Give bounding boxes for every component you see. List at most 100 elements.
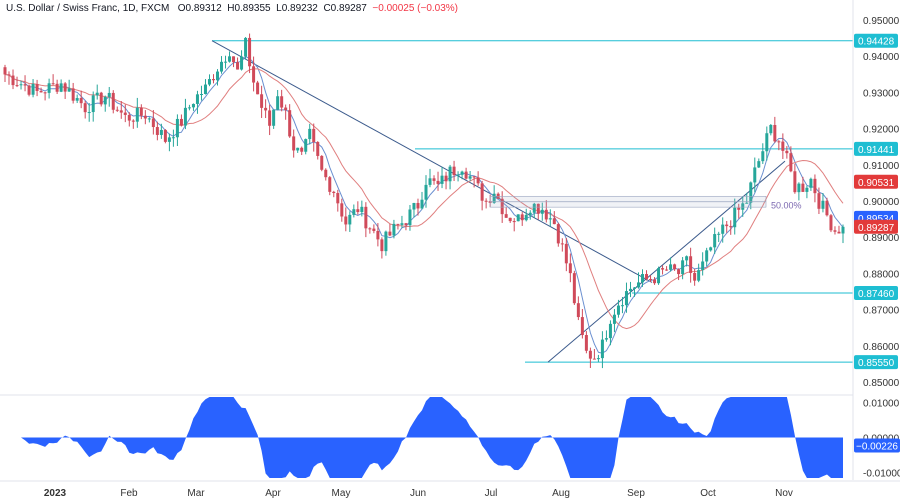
candle-body — [115, 109, 119, 111]
candle-body — [645, 274, 649, 279]
horizontal-levels — [212, 40, 853, 363]
candle-body — [504, 214, 508, 218]
candle-body — [492, 193, 496, 203]
candle-body — [167, 137, 171, 142]
oscillator-area — [5, 397, 843, 478]
candle-body — [51, 83, 55, 85]
candle-body — [336, 193, 340, 204]
level-badge-bg — [854, 285, 898, 300]
candle-body — [344, 216, 348, 225]
candle-body — [404, 223, 408, 226]
candle-body — [641, 274, 645, 283]
candle-body — [356, 209, 360, 213]
candle-body — [300, 147, 304, 152]
candle-body — [717, 233, 721, 235]
candle-body — [111, 92, 115, 110]
candle-body — [63, 83, 67, 92]
candle-body — [71, 88, 75, 101]
candle-body — [276, 96, 280, 110]
price-tick-label: 0.95000 — [863, 16, 900, 27]
candle-body — [785, 150, 789, 154]
candle-body — [753, 167, 757, 183]
candle-body — [837, 231, 841, 234]
high-label: H — [227, 3, 235, 14]
level-badge: 0.94428 — [858, 37, 895, 48]
candle-body — [532, 203, 536, 213]
candle-body — [548, 218, 552, 220]
candle-body — [809, 178, 813, 188]
candle-body — [420, 199, 424, 209]
candle-body — [95, 92, 99, 96]
price-badge: 0.89287 — [858, 223, 895, 234]
price-axis: 0.95000 0.94000 0.93000 0.92000 0.91000 0.900… — [852, 0, 900, 480]
candle-body — [588, 350, 592, 359]
price-badge: 0.90531 — [858, 178, 895, 189]
candle-body — [536, 203, 540, 214]
fib-50-label: 50.00% — [771, 201, 802, 211]
candle-body — [745, 202, 749, 204]
candle-body — [187, 107, 191, 109]
candle-body — [308, 128, 312, 140]
candle-body — [79, 98, 83, 104]
time-tick-label: Jun — [410, 488, 426, 499]
candle-body — [163, 129, 167, 142]
candle-body — [260, 94, 264, 108]
candle-body — [364, 206, 368, 229]
candle-body — [580, 317, 584, 336]
candle-body — [841, 226, 845, 234]
candle-body — [47, 83, 51, 93]
candle-body — [224, 61, 228, 63]
candle-body — [584, 335, 588, 351]
candle-body — [151, 118, 155, 128]
candle-body — [721, 224, 725, 234]
candle-body — [657, 268, 661, 284]
candle-body — [693, 272, 697, 281]
candle-body — [67, 88, 71, 92]
candle-body — [713, 234, 717, 248]
time-tick-label: Nov — [775, 488, 793, 499]
candle-body — [733, 207, 737, 228]
trendlines — [211, 40, 786, 363]
candle-body — [472, 176, 476, 178]
candle-body — [825, 200, 829, 216]
price-tick-label: 0.94000 — [863, 52, 900, 63]
level-badge-bg — [854, 141, 898, 156]
candle-body — [372, 228, 376, 231]
candle-body — [360, 206, 364, 213]
candle-body — [476, 177, 480, 184]
candle-body — [35, 83, 39, 91]
candle-body — [805, 187, 809, 192]
candle-body — [155, 127, 159, 135]
candle-body — [460, 171, 464, 175]
candle-body — [801, 183, 805, 192]
candle-body — [368, 228, 372, 230]
candle-body — [19, 84, 23, 86]
candle-body — [524, 214, 528, 221]
candle-body — [833, 230, 837, 232]
candle-body — [681, 260, 685, 275]
candle-body — [288, 110, 292, 137]
candle-body — [236, 62, 240, 70]
candle-body — [428, 178, 432, 185]
candle-body — [624, 291, 628, 306]
candle-body — [388, 231, 392, 236]
candle-body — [43, 92, 47, 94]
candle-body — [332, 191, 336, 194]
candle-body — [159, 129, 163, 135]
candle-body — [765, 133, 769, 152]
candle-body — [191, 103, 195, 108]
candle-body — [508, 217, 512, 222]
candle-body — [340, 203, 344, 217]
candle-body — [408, 209, 412, 226]
high-value: 0.89355 — [234, 3, 271, 14]
candle-body — [677, 269, 681, 275]
oscillator-tick-label: 0.01000 — [863, 398, 900, 409]
price-tick-label: 0.85000 — [863, 378, 900, 389]
candle-body — [91, 95, 95, 113]
candle-body — [55, 83, 59, 92]
candle-body — [689, 256, 693, 273]
candle-body — [797, 183, 801, 193]
candle-body — [392, 223, 396, 236]
candle-body — [500, 198, 504, 215]
